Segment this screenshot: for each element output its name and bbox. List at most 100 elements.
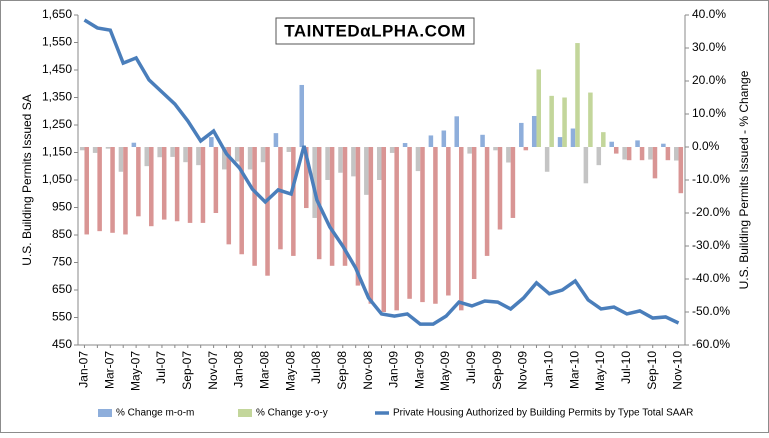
bar	[174, 147, 180, 222]
bar	[144, 147, 150, 167]
y2-tick-label: -10.0%	[692, 172, 730, 186]
bar	[407, 147, 412, 299]
x-tick-label: Mar-10	[567, 351, 581, 389]
y2-axis-title: U.S. Building Permits Issued - % Change	[737, 70, 751, 289]
bar	[510, 147, 516, 218]
x-tick-label: Nov-10	[671, 351, 685, 390]
bar	[544, 147, 550, 172]
bar	[286, 147, 292, 152]
bar	[635, 140, 640, 147]
bar	[420, 147, 425, 303]
bar	[583, 147, 589, 184]
bar	[136, 147, 141, 217]
bar	[493, 147, 498, 151]
y-tick-label: 950	[52, 200, 72, 214]
bar	[368, 147, 374, 304]
y2-tick-label: -30.0%	[692, 238, 730, 252]
bar	[84, 147, 89, 235]
bar	[92, 147, 98, 153]
bar	[458, 147, 464, 311]
bar	[446, 147, 451, 296]
bar	[609, 141, 614, 147]
line	[83, 18, 680, 326]
x-tick-label: Jan-10	[542, 351, 556, 388]
legend-swatch	[98, 409, 112, 417]
x-tick-label: May-08	[283, 351, 297, 391]
y-tick-label: 1,550	[42, 35, 72, 49]
bar	[536, 69, 541, 147]
x-tick-label: Sep-10	[645, 351, 659, 390]
x-tick-label: Jul-09	[464, 351, 478, 384]
x-tick-label: Nov-07	[206, 351, 220, 390]
x-tick-label: May-10	[593, 351, 607, 391]
x-tick-label: Jul-10	[619, 351, 633, 384]
bar	[428, 135, 434, 147]
legend-swatch	[238, 409, 252, 417]
bar	[652, 147, 658, 179]
x-tick-label: Sep-07	[180, 351, 194, 390]
y-axis-title: U.S. Building Permits Issued SA	[20, 94, 34, 265]
bar	[626, 147, 632, 161]
y2-tick-label: 10.0%	[692, 106, 726, 120]
y-tick-label: 1,150	[42, 145, 72, 159]
bar	[588, 92, 593, 147]
bar	[351, 147, 356, 177]
bar	[79, 147, 85, 151]
bar	[549, 95, 554, 147]
bar	[376, 147, 382, 180]
bar	[381, 147, 387, 312]
bar	[200, 147, 206, 223]
bar	[441, 130, 447, 147]
y2-tick-label: -50.0%	[692, 304, 730, 318]
bar	[304, 147, 309, 209]
y2-tick-label: 0.0%	[692, 139, 720, 153]
bar	[239, 147, 244, 255]
y-tick-label: 850	[52, 227, 72, 241]
y-tick-label: 1,650	[42, 7, 72, 21]
bar	[639, 147, 645, 161]
bar	[265, 147, 270, 276]
y-tick-label: 1,450	[42, 62, 72, 76]
bar	[157, 147, 162, 158]
bar	[648, 147, 653, 160]
bar	[678, 147, 684, 194]
bar	[622, 147, 627, 160]
bar	[213, 147, 219, 213]
bar	[161, 147, 167, 220]
bar	[389, 147, 395, 153]
bar	[355, 147, 361, 286]
bar	[342, 147, 348, 266]
bar	[312, 147, 317, 218]
bar	[665, 147, 671, 161]
bar	[97, 147, 102, 232]
bar	[484, 147, 490, 256]
legend-label: % Change y-o-y	[256, 408, 328, 419]
bar	[454, 116, 459, 147]
x-tick-label: May-07	[128, 351, 142, 391]
x-tick-label: Mar-07	[102, 351, 116, 389]
bar	[557, 137, 563, 147]
bar	[471, 147, 477, 279]
bar	[325, 147, 330, 180]
y-tick-label: 550	[52, 310, 72, 324]
bar	[273, 133, 279, 147]
bar	[149, 147, 154, 227]
x-tick-label: Mar-09	[412, 351, 426, 389]
y-tick-label: 750	[52, 255, 72, 269]
legend-label: % Change m-o-m	[116, 408, 194, 419]
x-tick-label: Jan-07	[77, 351, 91, 388]
bar	[364, 147, 369, 195]
legend-label: Private Housing Authorized by Building P…	[393, 408, 693, 419]
x-tick-label: Jul-08	[309, 351, 323, 384]
bar	[394, 147, 399, 311]
bar	[123, 147, 128, 235]
bar	[575, 43, 580, 147]
bar	[187, 147, 193, 223]
logo-box	[275, 17, 475, 45]
x-tick-label: Sep-08	[335, 351, 349, 390]
bar	[506, 147, 511, 163]
bar	[118, 147, 124, 172]
y-tick-label: 1,350	[42, 90, 72, 104]
y2-tick-label: 40.0%	[692, 7, 726, 21]
